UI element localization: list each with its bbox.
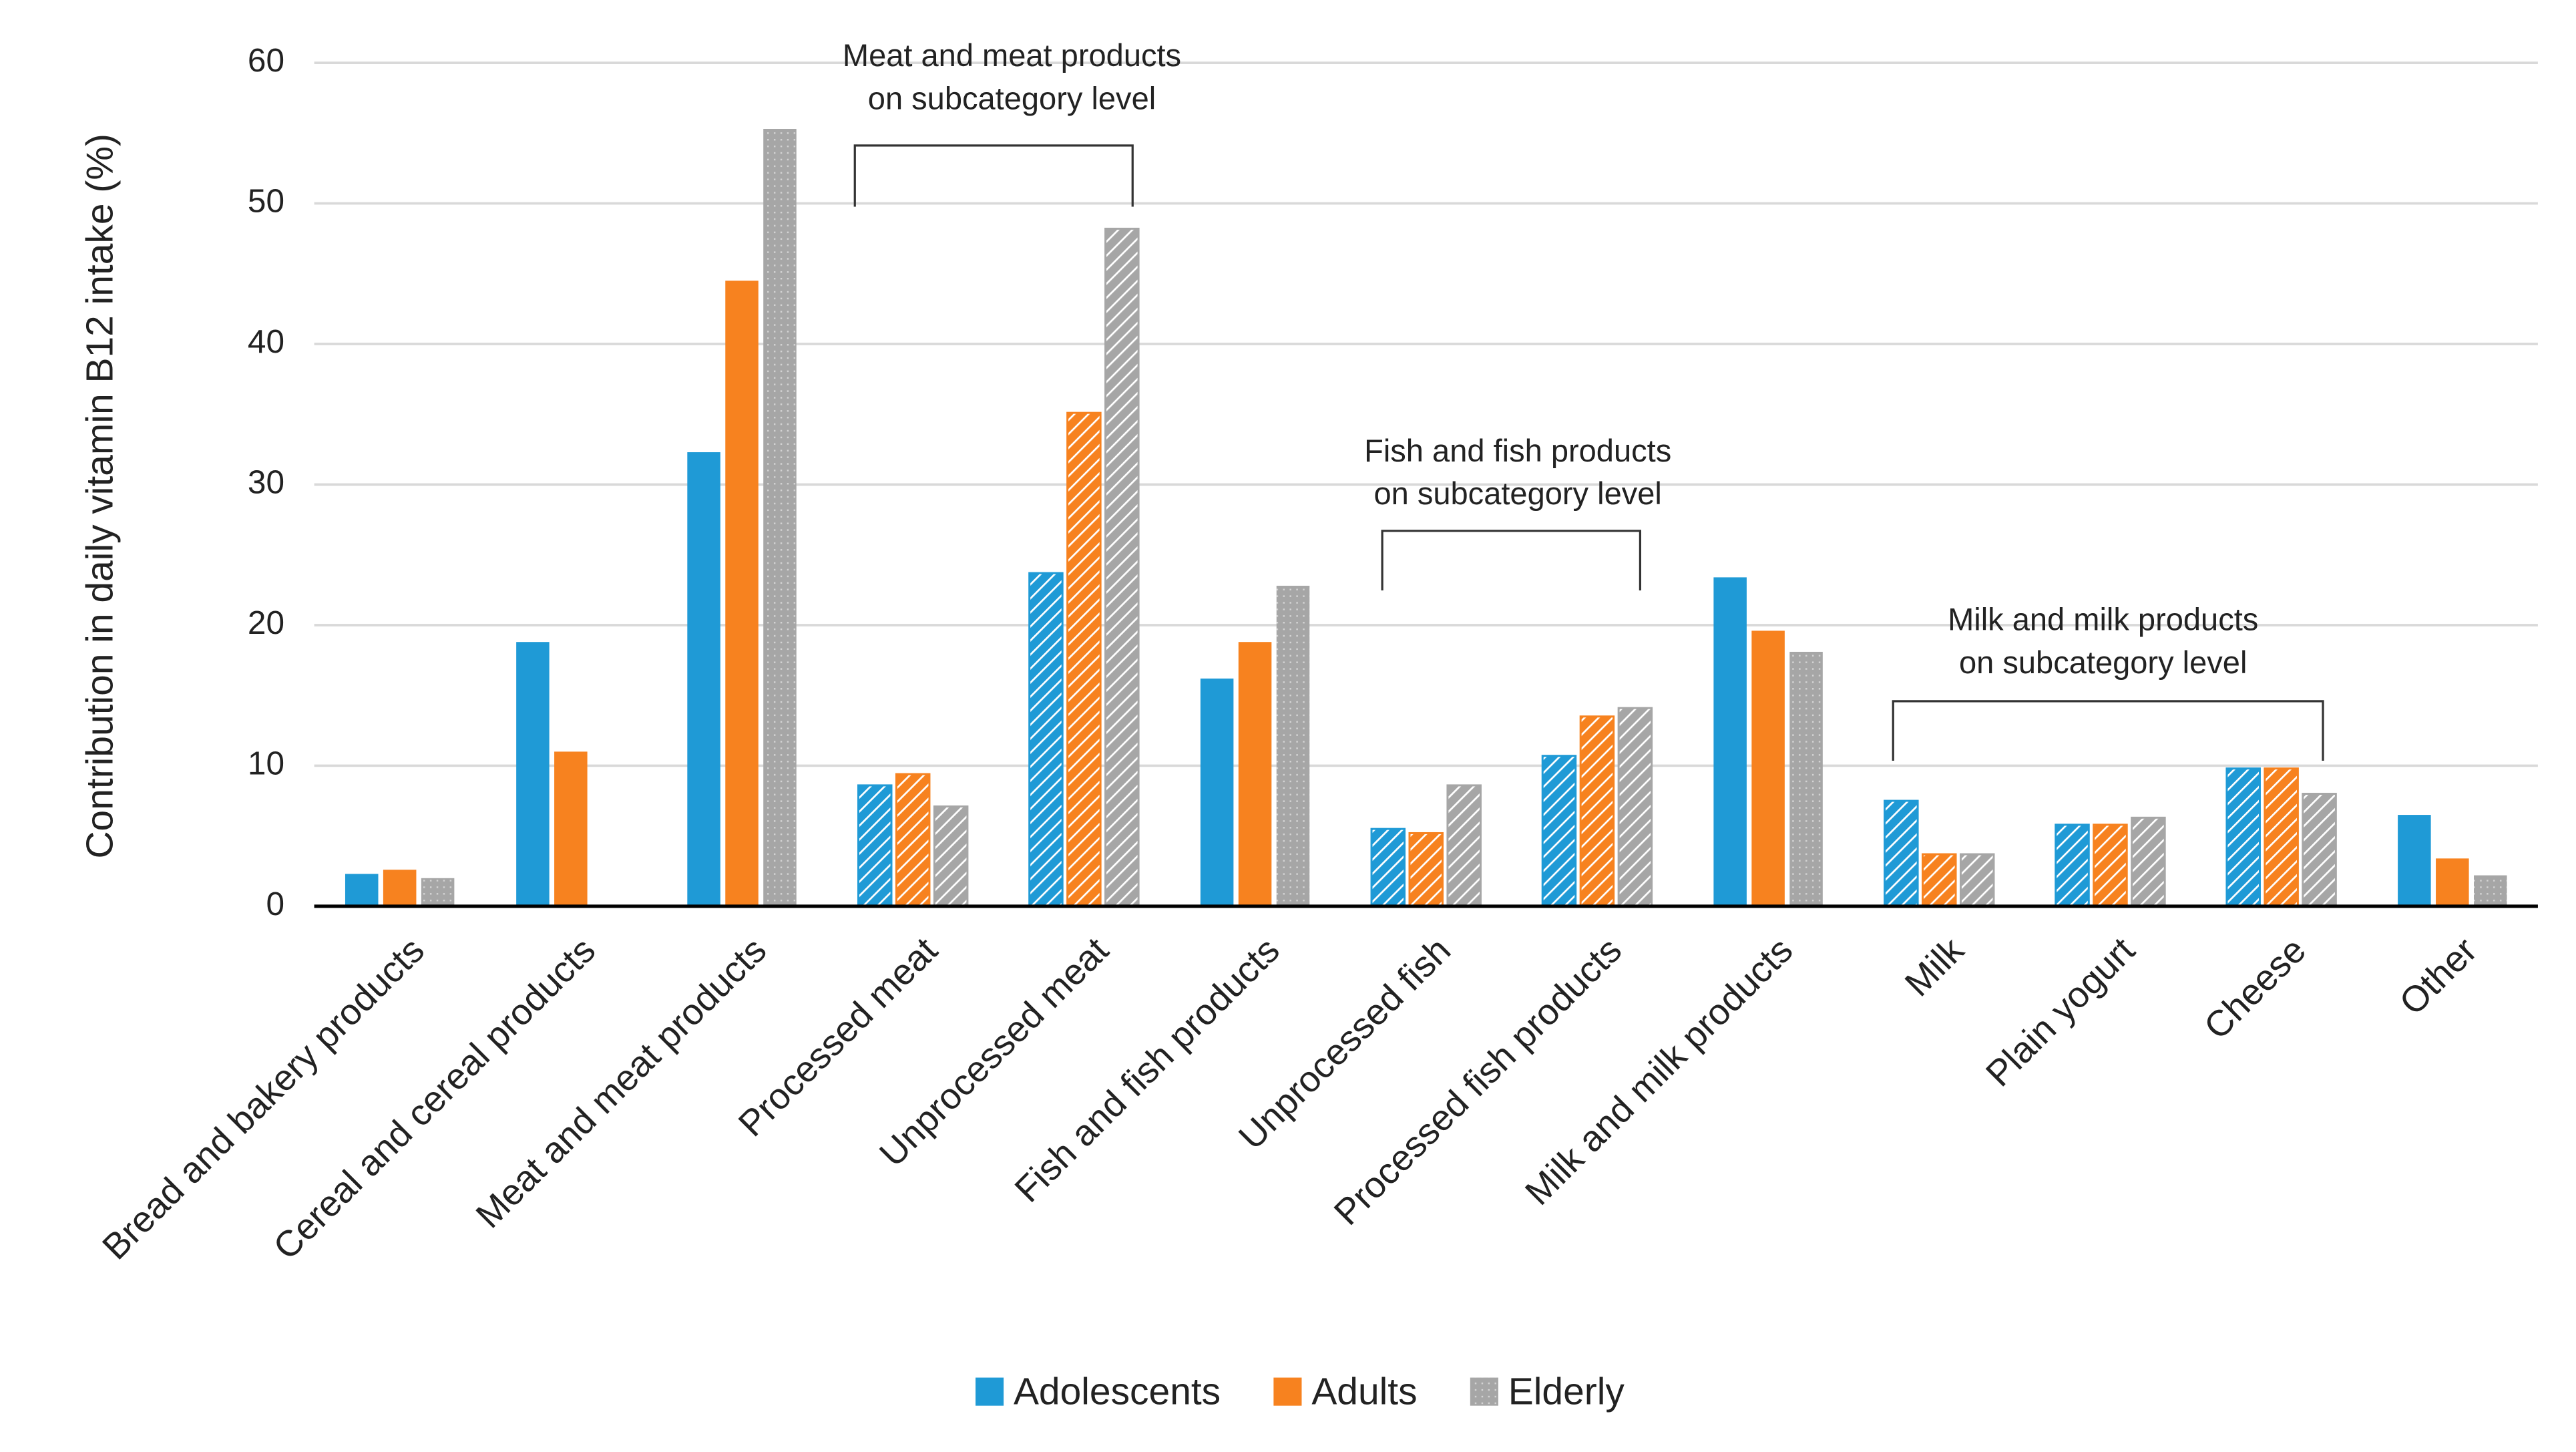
annotation: Fish and fish products (1364, 433, 1671, 468)
bar (554, 751, 588, 906)
bar (763, 129, 797, 906)
x-tick-label: Meat and meat products (468, 930, 774, 1236)
bar (383, 870, 417, 906)
bar (1408, 832, 1444, 908)
bar (1238, 642, 1272, 906)
annotation: Meat and meat products (843, 37, 1181, 73)
bar (2055, 824, 2090, 908)
y-tick-label: 0 (266, 886, 284, 922)
x-tick-label: Plain yogurt (1978, 930, 2143, 1095)
bar (421, 878, 455, 906)
legend-swatch (976, 1377, 1004, 1406)
bar (1579, 715, 1615, 908)
annotation: on subcategory level (1373, 476, 1661, 511)
bar (2436, 858, 2469, 906)
bar (933, 805, 969, 908)
x-tick-label: Milk (1897, 929, 1972, 1004)
x-tick-label: Cheese (2196, 930, 2314, 1047)
bar (1104, 227, 1140, 908)
bracket (1892, 700, 2324, 761)
y-tick-label: 20 (248, 604, 284, 641)
x-tick-label: Processed fish products (1326, 930, 1629, 1233)
bar (2474, 875, 2507, 906)
legend-swatch (1470, 1377, 1498, 1406)
bar (1276, 586, 1310, 906)
legend-swatch (1273, 1377, 1302, 1406)
bar (1789, 651, 1823, 906)
y-tick-label: 60 (248, 42, 284, 79)
bar (725, 281, 759, 906)
bar (345, 874, 379, 906)
bar (2398, 815, 2431, 906)
legend-label: Elderly (1508, 1370, 1625, 1413)
bar (687, 452, 720, 906)
bar (1541, 755, 1577, 908)
bar (2131, 816, 2166, 908)
bracket (1381, 530, 1642, 590)
annotation: Milk and milk products (1948, 601, 2258, 637)
x-tick-label: Other (2392, 930, 2485, 1023)
bar (1922, 853, 1957, 908)
bar (2225, 767, 2261, 908)
bar (2264, 767, 2299, 908)
bar (2093, 824, 2128, 908)
bar (1884, 799, 1919, 908)
y-tick-label: 30 (248, 464, 284, 501)
bar (1446, 784, 1482, 908)
x-tick-label: Bread and bakery products (94, 930, 432, 1268)
y-axis-label: Contribution in daily vitamin B12 intake… (79, 134, 122, 858)
legend-label: Adults (1311, 1370, 1417, 1413)
bar (857, 784, 893, 908)
bar (1370, 828, 1406, 908)
legend-label: Adolescents (1014, 1370, 1221, 1413)
bar (1617, 707, 1653, 908)
bar (1028, 572, 1064, 908)
y-tick-label: 10 (248, 745, 284, 782)
annotation: on subcategory level (1959, 645, 2247, 680)
bracket (853, 144, 1134, 207)
bar (1066, 411, 1102, 908)
x-tick-label: Cereal and cereal products (266, 930, 604, 1268)
bar (1713, 577, 1747, 906)
bar (1200, 678, 1234, 906)
bar (1959, 853, 1995, 908)
annotation: on subcategory level (868, 80, 1156, 116)
bar (1751, 630, 1785, 906)
bar (516, 642, 550, 906)
bar (2302, 793, 2337, 908)
bar (895, 773, 931, 908)
y-tick-label: 40 (248, 323, 284, 360)
y-tick-label: 50 (248, 183, 284, 220)
